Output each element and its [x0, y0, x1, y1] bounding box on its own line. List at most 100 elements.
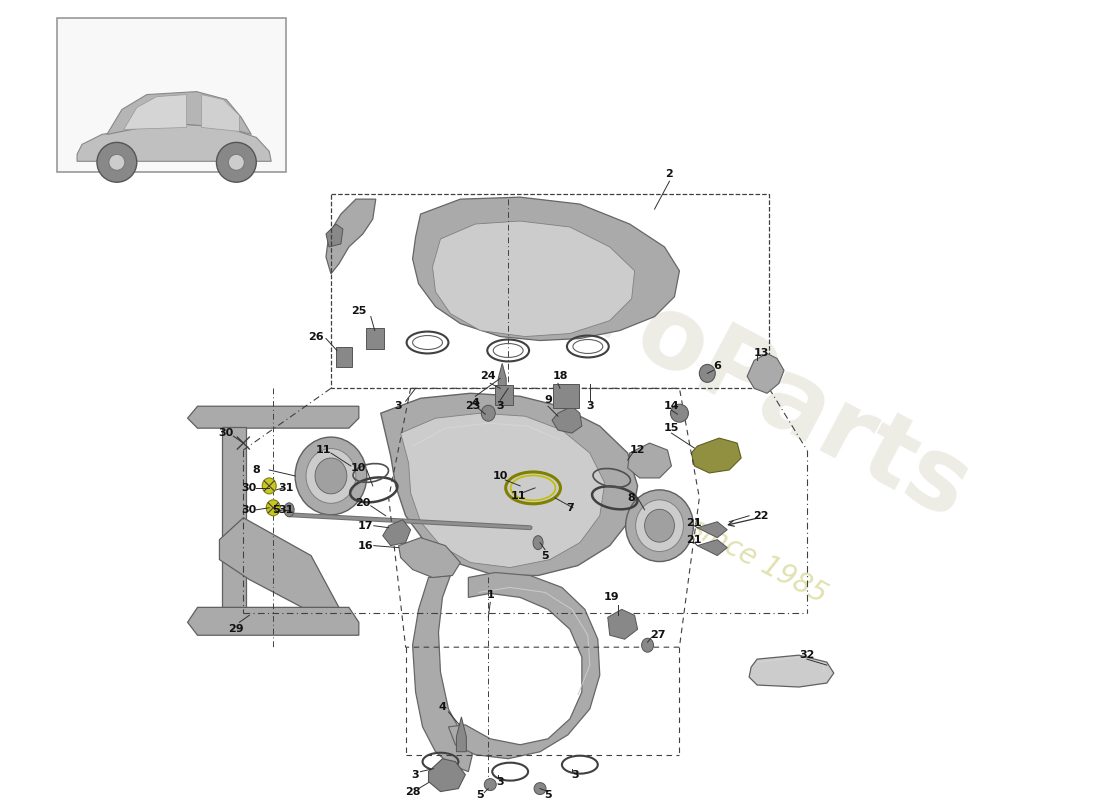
- Text: euroParts: euroParts: [453, 196, 986, 541]
- Text: 24: 24: [481, 371, 496, 382]
- Polygon shape: [432, 221, 635, 337]
- Ellipse shape: [626, 490, 693, 562]
- Text: 16: 16: [358, 541, 374, 550]
- Ellipse shape: [535, 782, 546, 794]
- Text: 14: 14: [663, 402, 680, 411]
- Polygon shape: [456, 717, 466, 752]
- FancyBboxPatch shape: [222, 427, 246, 616]
- Text: 1: 1: [486, 590, 494, 601]
- Polygon shape: [188, 607, 359, 635]
- Text: 10: 10: [493, 471, 508, 481]
- Polygon shape: [398, 538, 461, 578]
- Polygon shape: [201, 94, 240, 131]
- Text: 32: 32: [800, 650, 815, 660]
- Polygon shape: [188, 406, 359, 428]
- Polygon shape: [107, 92, 251, 134]
- Ellipse shape: [671, 404, 689, 422]
- Text: 3: 3: [394, 402, 402, 411]
- Text: 5: 5: [273, 505, 280, 514]
- Text: a passion for parts since 1985: a passion for parts since 1985: [448, 387, 832, 609]
- Polygon shape: [747, 354, 784, 394]
- Text: 17: 17: [359, 521, 374, 530]
- Text: 22: 22: [754, 510, 769, 521]
- Text: 9: 9: [544, 395, 552, 406]
- FancyBboxPatch shape: [57, 18, 286, 172]
- Text: 31: 31: [278, 483, 294, 493]
- Circle shape: [229, 154, 244, 170]
- Circle shape: [217, 142, 256, 182]
- Polygon shape: [219, 518, 339, 618]
- Ellipse shape: [295, 437, 366, 514]
- Text: 29: 29: [229, 624, 244, 634]
- Text: 15: 15: [663, 423, 679, 433]
- Polygon shape: [381, 394, 638, 575]
- Text: 3: 3: [586, 402, 594, 411]
- Text: 5: 5: [544, 790, 552, 799]
- Ellipse shape: [636, 500, 683, 552]
- Text: 26: 26: [308, 331, 323, 342]
- Ellipse shape: [262, 478, 276, 494]
- Text: 25: 25: [351, 306, 366, 316]
- Text: 13: 13: [754, 349, 769, 358]
- Text: 12: 12: [630, 445, 646, 455]
- Text: 30: 30: [242, 483, 257, 493]
- Ellipse shape: [641, 638, 653, 652]
- Polygon shape: [124, 94, 187, 130]
- Text: 3: 3: [411, 770, 419, 780]
- FancyBboxPatch shape: [366, 327, 384, 350]
- Ellipse shape: [700, 365, 715, 382]
- Text: 21: 21: [686, 518, 702, 528]
- Ellipse shape: [266, 500, 280, 516]
- FancyBboxPatch shape: [553, 384, 579, 408]
- Polygon shape: [552, 406, 582, 433]
- Circle shape: [97, 142, 136, 182]
- Text: 28: 28: [405, 786, 420, 797]
- Text: 20: 20: [355, 498, 371, 508]
- Text: 4: 4: [472, 398, 480, 408]
- Text: 5: 5: [541, 550, 549, 561]
- Polygon shape: [692, 438, 741, 473]
- Polygon shape: [628, 443, 671, 478]
- Polygon shape: [498, 363, 506, 390]
- Text: 10: 10: [351, 463, 366, 473]
- Ellipse shape: [284, 503, 294, 517]
- Polygon shape: [400, 414, 605, 567]
- Text: 7: 7: [566, 502, 574, 513]
- Text: 3: 3: [496, 777, 504, 786]
- Text: 8: 8: [628, 493, 636, 503]
- Polygon shape: [326, 199, 376, 274]
- FancyBboxPatch shape: [495, 386, 514, 406]
- Text: 8: 8: [252, 465, 261, 475]
- Text: 23: 23: [464, 402, 480, 411]
- Text: 11: 11: [316, 445, 331, 455]
- Text: 30: 30: [219, 428, 234, 438]
- Ellipse shape: [315, 458, 346, 494]
- Text: 2: 2: [666, 170, 673, 179]
- Ellipse shape: [484, 778, 496, 790]
- Ellipse shape: [645, 510, 674, 542]
- Ellipse shape: [482, 406, 495, 421]
- Text: 19: 19: [604, 593, 619, 602]
- Ellipse shape: [534, 536, 543, 550]
- Polygon shape: [383, 520, 410, 546]
- Text: 3: 3: [496, 402, 504, 411]
- Polygon shape: [697, 540, 727, 555]
- Polygon shape: [412, 575, 472, 772]
- Polygon shape: [326, 224, 343, 247]
- Text: 11: 11: [510, 491, 526, 501]
- Text: 27: 27: [650, 630, 666, 640]
- Polygon shape: [449, 573, 600, 758]
- Polygon shape: [607, 610, 638, 639]
- Polygon shape: [429, 758, 465, 791]
- Text: 31: 31: [278, 505, 294, 514]
- Polygon shape: [697, 522, 727, 538]
- Text: 6: 6: [713, 362, 722, 371]
- Ellipse shape: [306, 449, 355, 503]
- Text: 18: 18: [552, 371, 568, 382]
- Polygon shape: [77, 125, 272, 162]
- Text: 3: 3: [571, 770, 579, 780]
- Polygon shape: [749, 655, 834, 687]
- Circle shape: [109, 154, 124, 170]
- Text: 30: 30: [242, 505, 257, 514]
- Text: 4: 4: [439, 702, 447, 712]
